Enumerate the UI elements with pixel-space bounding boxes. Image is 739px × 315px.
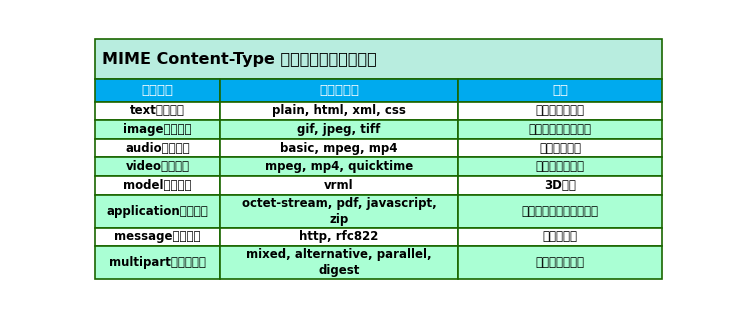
Bar bbox=[220, 139, 458, 158]
Bar bbox=[458, 227, 662, 246]
Bar bbox=[95, 176, 220, 195]
Bar bbox=[220, 176, 458, 195]
Bar bbox=[220, 158, 458, 176]
Bar bbox=[458, 120, 662, 139]
Text: MIME Content-Type 说明中的类型及子类型: MIME Content-Type 说明中的类型及子类型 bbox=[102, 51, 377, 66]
Bar bbox=[220, 79, 458, 102]
Text: mixed, alternative, parallel,
digest: mixed, alternative, parallel, digest bbox=[246, 248, 432, 277]
Bar bbox=[95, 120, 220, 139]
Bar bbox=[95, 39, 662, 79]
Text: octet-stream, pdf, javascript,
zip: octet-stream, pdf, javascript, zip bbox=[242, 197, 437, 226]
Bar bbox=[95, 139, 220, 158]
Text: 3D模型: 3D模型 bbox=[544, 179, 576, 192]
Text: 说明: 说明 bbox=[552, 84, 568, 97]
Text: audio（音频）: audio（音频） bbox=[126, 142, 190, 155]
Text: 不同格式的静止图像: 不同格式的静止图像 bbox=[528, 123, 592, 136]
Bar bbox=[220, 120, 458, 139]
Text: 不同格式的影片: 不同格式的影片 bbox=[536, 160, 585, 173]
Text: http, rfc822: http, rfc822 bbox=[299, 230, 378, 243]
Bar bbox=[95, 246, 220, 279]
Text: 可听见的声音: 可听见的声音 bbox=[539, 142, 581, 155]
Bar bbox=[220, 102, 458, 120]
Bar bbox=[95, 195, 220, 227]
Bar bbox=[95, 79, 220, 102]
Text: mpeg, mp4, quicktime: mpeg, mp4, quicktime bbox=[265, 160, 413, 173]
Text: basic, mpeg, mp4: basic, mpeg, mp4 bbox=[280, 142, 398, 155]
Bar bbox=[220, 195, 458, 227]
Bar bbox=[458, 102, 662, 120]
Text: 不同应用程序产生的数据: 不同应用程序产生的数据 bbox=[522, 204, 599, 218]
Text: 子类型举例: 子类型举例 bbox=[319, 84, 359, 97]
Text: text（文本）: text（文本） bbox=[130, 105, 185, 117]
Text: message（报文）: message（报文） bbox=[115, 230, 201, 243]
Text: 不同格式的文本: 不同格式的文本 bbox=[536, 105, 585, 117]
Bar bbox=[458, 176, 662, 195]
Bar bbox=[458, 158, 662, 176]
Text: plain, html, xml, css: plain, html, xml, css bbox=[272, 105, 406, 117]
Bar bbox=[95, 102, 220, 120]
Bar bbox=[458, 195, 662, 227]
Text: 封装的报文: 封装的报文 bbox=[542, 230, 578, 243]
Text: application（应用）: application（应用） bbox=[106, 204, 208, 218]
Text: image（图像）: image（图像） bbox=[123, 123, 192, 136]
Bar bbox=[220, 246, 458, 279]
Text: multipart（多部分）: multipart（多部分） bbox=[109, 256, 206, 269]
Bar bbox=[95, 158, 220, 176]
Text: video（视频）: video（视频） bbox=[126, 160, 190, 173]
Bar bbox=[458, 79, 662, 102]
Text: model（模型）: model（模型） bbox=[123, 179, 192, 192]
Bar bbox=[220, 227, 458, 246]
Bar bbox=[458, 139, 662, 158]
Text: gif, jpeg, tiff: gif, jpeg, tiff bbox=[297, 123, 381, 136]
Text: 内容类型: 内容类型 bbox=[142, 84, 174, 97]
Bar bbox=[458, 246, 662, 279]
Text: 多种类型的组合: 多种类型的组合 bbox=[536, 256, 585, 269]
Bar bbox=[95, 227, 220, 246]
Text: vrml: vrml bbox=[324, 179, 354, 192]
